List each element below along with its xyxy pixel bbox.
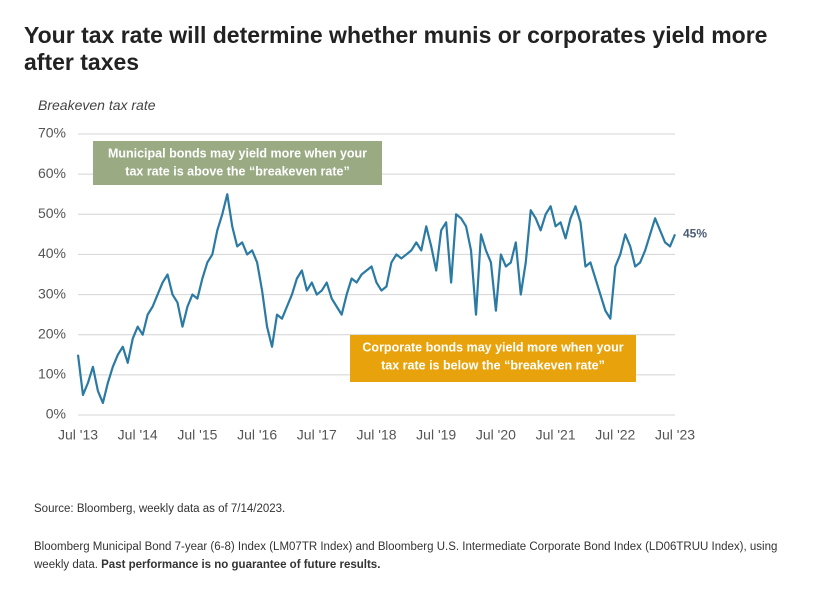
chart-title: Your tax rate will determine whether mun… bbox=[24, 22, 768, 75]
annotation-text: tax rate is above the “breakeven rate” bbox=[125, 164, 349, 178]
x-tick-label: Jul '15 bbox=[177, 427, 217, 443]
x-tick-label: Jul '17 bbox=[297, 427, 337, 443]
data-line bbox=[76, 193, 677, 405]
y-tick-label: 70% bbox=[38, 125, 66, 141]
y-tick-label: 20% bbox=[38, 325, 66, 341]
x-tick-label: Jul '21 bbox=[536, 427, 576, 443]
footnote-emphasis: Past performance is no guarantee of futu… bbox=[101, 559, 381, 571]
y-tick-label: 60% bbox=[38, 165, 66, 181]
y-axis-title: Breakeven tax rate bbox=[38, 97, 156, 113]
y-tick-label: 30% bbox=[38, 285, 66, 301]
x-tick-label: Jul '19 bbox=[416, 427, 456, 443]
chart: 0% 10% 20% 30% 40% 50% 60% 70% Jul '13 Jul '14 Jul… bbox=[38, 125, 707, 443]
x-tick-label: Jul '20 bbox=[476, 427, 516, 443]
x-tick-label: Jul '23 bbox=[655, 427, 695, 443]
y-tick-label: 10% bbox=[38, 366, 66, 382]
y-tick-label: 40% bbox=[38, 245, 66, 261]
y-tick-label: 50% bbox=[38, 205, 66, 221]
x-tick-label: Jul '22 bbox=[595, 427, 635, 443]
annotation-text: Municipal bonds may yield more when your bbox=[108, 146, 367, 160]
x-tick-label: Jul '18 bbox=[356, 427, 396, 443]
x-tick-label: Jul '13 bbox=[58, 427, 98, 443]
footnote: Bloomberg Municipal Bond 7-year (6-8) In… bbox=[34, 538, 804, 574]
footnote-text: Bloomberg Municipal Bond 7-year (6-8) In… bbox=[34, 541, 778, 571]
x-tick-label: Jul '16 bbox=[237, 427, 277, 443]
y-tick-label: 0% bbox=[46, 406, 66, 422]
annotation-text: Corporate bonds may yield more when your bbox=[362, 340, 623, 354]
annotation-text: tax rate is below the “breakeven rate” bbox=[381, 358, 605, 372]
source: Source: Bloomberg, weekly data as of 7/1… bbox=[34, 503, 286, 515]
x-tick-label: Jul '14 bbox=[118, 427, 158, 443]
value-label: 45% bbox=[683, 227, 707, 241]
annotation-box bbox=[93, 141, 382, 185]
annotation-box bbox=[350, 335, 636, 382]
